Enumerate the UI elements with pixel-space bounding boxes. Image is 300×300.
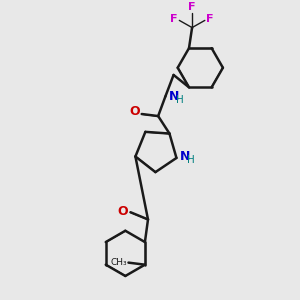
Text: CH₃: CH₃ — [111, 258, 128, 267]
Text: F: F — [170, 14, 178, 24]
Text: N: N — [180, 150, 190, 164]
Text: O: O — [118, 205, 128, 218]
Text: O: O — [129, 106, 140, 118]
Text: F: F — [188, 2, 196, 12]
Text: N: N — [168, 90, 179, 103]
Text: H: H — [176, 94, 183, 105]
Text: F: F — [206, 14, 214, 24]
Text: H: H — [187, 155, 195, 165]
